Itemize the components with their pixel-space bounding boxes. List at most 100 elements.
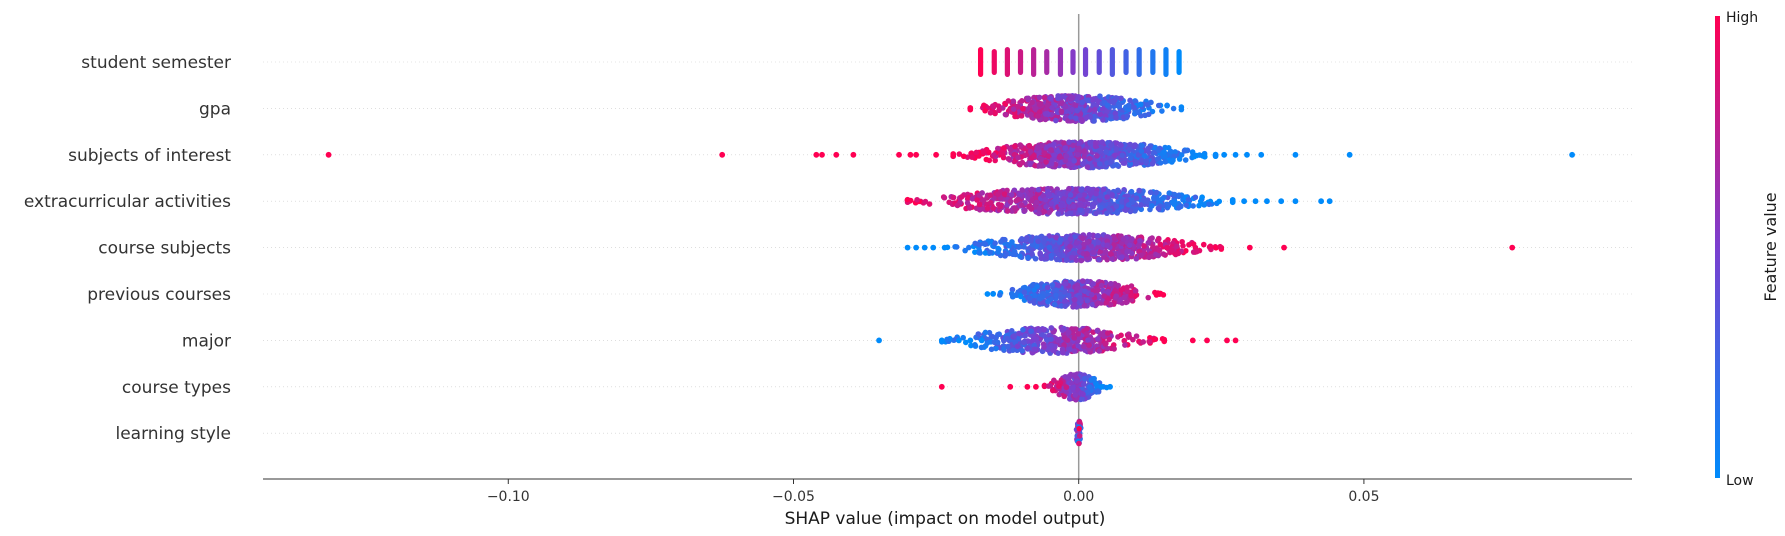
data-point [1155, 205, 1162, 212]
data-point [1182, 157, 1189, 163]
data-point [1010, 347, 1016, 353]
data-point [1077, 207, 1083, 214]
data-point [982, 107, 988, 114]
data-point [1080, 343, 1087, 350]
data-point [977, 206, 983, 213]
data-point [1090, 280, 1096, 287]
data-point [1010, 251, 1016, 257]
discrete-value-column [977, 47, 984, 77]
outlier-point [833, 151, 840, 158]
outlier-point [956, 337, 962, 344]
outlier-point [1509, 244, 1516, 251]
data-point [1008, 192, 1015, 198]
data-point [990, 291, 996, 297]
data-point [980, 197, 987, 204]
data-point [1004, 208, 1011, 214]
outlier-point [1292, 198, 1299, 205]
data-point [1108, 255, 1115, 262]
data-point [1065, 117, 1071, 124]
data-point [1143, 198, 1150, 205]
data-point [1017, 253, 1023, 259]
outlier-point [1204, 337, 1210, 344]
data-point [1058, 202, 1064, 209]
data-point [1175, 204, 1182, 211]
data-point [1011, 333, 1018, 339]
data-point [1079, 278, 1086, 284]
data-point [952, 243, 958, 250]
data-point [941, 194, 948, 201]
data-point [1070, 203, 1077, 210]
data-point [1010, 98, 1017, 104]
data-point [1037, 101, 1043, 108]
data-point [1111, 242, 1117, 248]
data-point [992, 240, 998, 246]
data-point [1036, 162, 1043, 169]
data-point [1012, 205, 1018, 212]
data-point [1122, 207, 1129, 213]
data-point [944, 336, 950, 343]
data-point [1128, 283, 1135, 289]
data-point [1120, 160, 1127, 166]
data-point [1113, 95, 1119, 101]
data-point [1021, 289, 1028, 296]
data-point [1085, 186, 1092, 192]
data-point [926, 201, 933, 207]
data-point [1153, 189, 1160, 196]
data-point [1021, 339, 1027, 346]
data-point [1118, 287, 1125, 293]
data-point [1053, 256, 1060, 263]
feature-row-points [325, 139, 1576, 171]
colorbar: High Low Feature value [1715, 10, 1780, 489]
data-point [1004, 202, 1010, 208]
data-point [1207, 243, 1214, 250]
data-point [1127, 161, 1134, 167]
data-point [1043, 159, 1049, 165]
data-point [990, 205, 997, 211]
data-point [1067, 235, 1074, 242]
data-point [1034, 283, 1040, 290]
data-point [1041, 344, 1047, 350]
data-point [984, 340, 991, 346]
feature-labels: student semester gpa subjects of interest e… [24, 53, 231, 444]
data-point [1089, 203, 1096, 210]
data-point [1078, 202, 1084, 208]
data-point [1201, 202, 1207, 208]
data-point [1002, 253, 1008, 259]
data-point [1038, 255, 1045, 262]
data-point [1159, 196, 1166, 202]
data-point [1098, 282, 1105, 289]
data-point [1048, 336, 1054, 342]
data-point [1081, 192, 1088, 198]
data-point [1125, 202, 1132, 208]
data-point [1169, 199, 1176, 206]
data-point [994, 339, 1001, 346]
data-point [1196, 152, 1203, 158]
data-point [1019, 159, 1026, 166]
data-point [1154, 156, 1161, 162]
data-point [1035, 238, 1041, 245]
data-point [1020, 285, 1027, 291]
data-point [969, 154, 975, 160]
outlier-point [913, 244, 920, 251]
data-point [1080, 381, 1087, 388]
data-point [1009, 239, 1015, 245]
data-point [1027, 148, 1034, 155]
data-point [972, 249, 978, 255]
data-point [1081, 107, 1088, 113]
data-point [1155, 147, 1162, 154]
data-point [1029, 99, 1035, 106]
data-point [1076, 440, 1082, 447]
data-point [1044, 102, 1051, 109]
data-point [1067, 192, 1074, 198]
data-point [1067, 346, 1073, 353]
data-point [1051, 377, 1057, 384]
data-point [980, 149, 987, 155]
data-point [996, 292, 1003, 298]
data-point [1124, 284, 1130, 291]
data-point [1138, 206, 1145, 213]
data-point [1108, 280, 1114, 287]
data-point [1124, 256, 1130, 262]
discrete-value-column [1123, 49, 1129, 75]
feature-row-points [1073, 418, 1084, 447]
discrete-value-column [1163, 47, 1169, 77]
